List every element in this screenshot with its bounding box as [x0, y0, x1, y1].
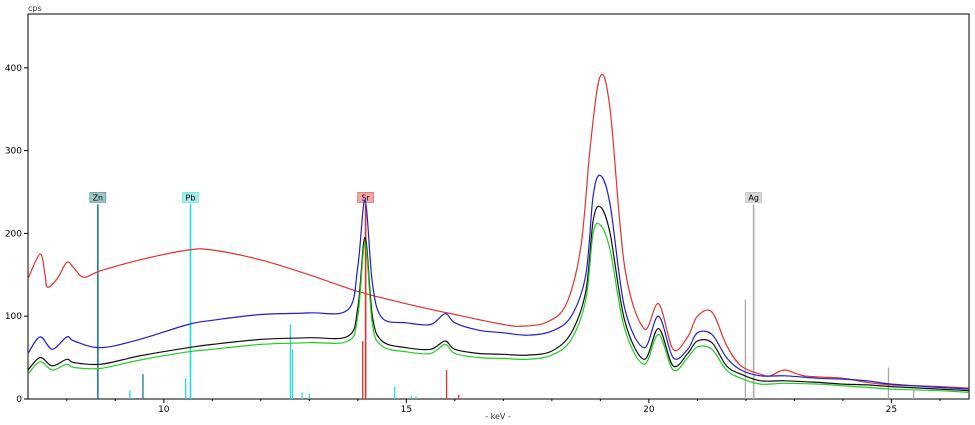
- y-axis: 0 100 200 300 400: [5, 64, 28, 405]
- marker-box-pb: [182, 192, 199, 203]
- x-axis: 10 15 20 25: [66, 399, 941, 415]
- x-tick-label: 10: [158, 405, 170, 415]
- plot-frame: [27, 13, 970, 400]
- y-axis-label: cps: [28, 4, 42, 13]
- marker-label-sr: Sr: [361, 193, 370, 202]
- y-tick-label: 200: [5, 229, 22, 239]
- spectrum-series: [27, 73, 970, 393]
- y-tick-label: 400: [5, 64, 22, 74]
- stick-lines: [97, 208, 915, 399]
- x-tick-label: 20: [643, 405, 655, 415]
- x-tick-label: 15: [401, 405, 412, 415]
- series-line-3: [27, 205, 970, 392]
- y-tick-label: 0: [16, 395, 22, 405]
- marker-label-zn: Zn: [93, 193, 104, 202]
- y-tick-label: 100: [5, 312, 22, 322]
- y-tick-label: 300: [5, 147, 22, 157]
- marker-label-pb: Pb: [186, 193, 196, 202]
- x-tick-label: 25: [886, 405, 897, 415]
- marker-box-zn: [89, 192, 107, 203]
- x-axis-label: - keV -: [485, 412, 511, 421]
- marker-label-ag: Ag: [748, 193, 759, 202]
- marker-box-ag: [745, 192, 762, 203]
- series-line-2: [27, 174, 970, 390]
- series-line-4: [27, 222, 970, 393]
